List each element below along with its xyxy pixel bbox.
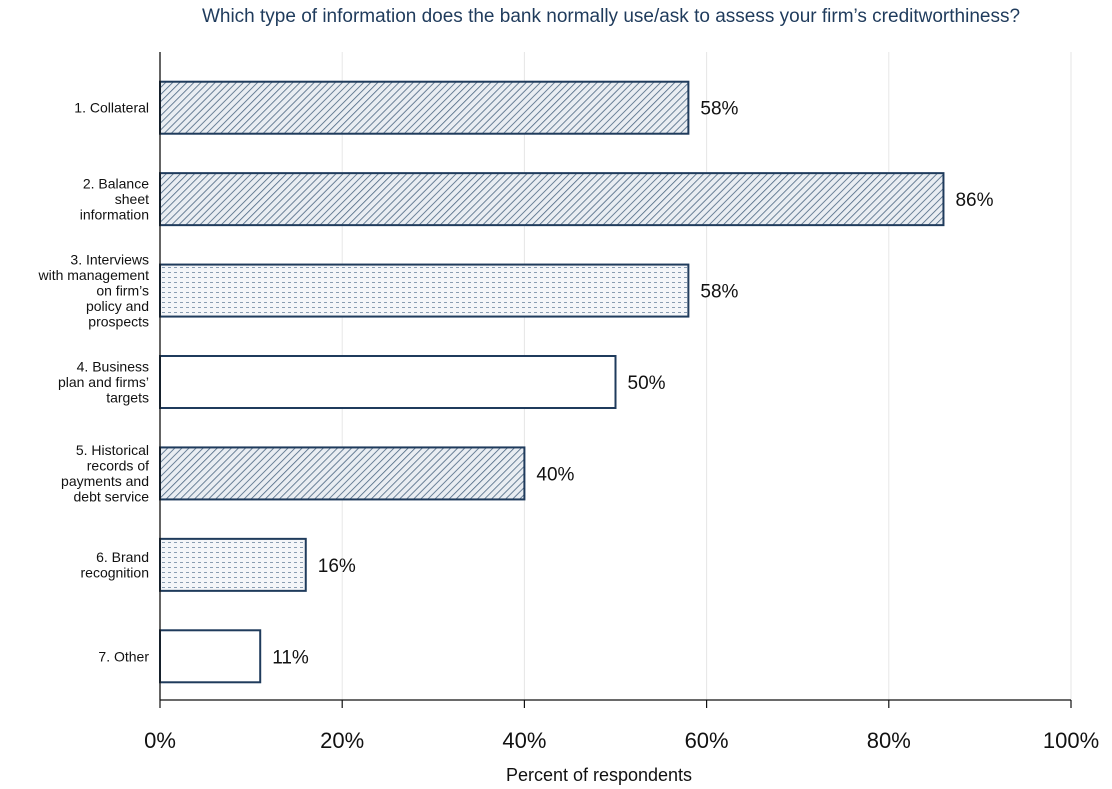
x-tick-label: 100%: [1043, 728, 1099, 753]
value-label: 58%: [700, 282, 738, 303]
labels: 0% 20% 40% 60% 80% 100% 58% 1. Collateral 86% 2. …: [37, 99, 1099, 753]
category-label: 6. Brand recognition: [81, 549, 150, 581]
category-label: 7. Other: [98, 648, 149, 664]
bar: [159, 446, 526, 501]
value-label: 11%: [272, 647, 309, 668]
category-label: 2. Balance sheet information: [80, 176, 149, 223]
bar: [159, 172, 945, 227]
bar: [159, 80, 690, 135]
chart-title: Which type of information does the bank …: [201, 6, 1021, 27]
category-label: 3. Interviews with management on firm’s pol…: [37, 252, 149, 330]
value-label: 40%: [536, 464, 574, 485]
bars: [159, 80, 945, 684]
x-tick-label: 60%: [685, 728, 729, 753]
x-tick-label: 0%: [144, 728, 176, 753]
value-label: 86%: [955, 190, 993, 211]
value-label: 58%: [700, 99, 738, 120]
category-label: 5. Historical records of payments and debt …: [61, 442, 149, 505]
x-tick-label: 20%: [320, 728, 364, 753]
value-label: 50%: [628, 373, 666, 394]
bar: [159, 355, 617, 409]
x-tick-label: 40%: [502, 728, 546, 753]
x-tick-label: 80%: [867, 728, 911, 753]
category-label: 4. Business plan and firms’ targets: [58, 359, 149, 406]
axes: [159, 52, 1072, 708]
bar: [159, 629, 262, 684]
bar: [159, 537, 307, 592]
x-axis-title: Percent of respondents: [506, 765, 692, 785]
bar: [159, 263, 690, 318]
category-label: 1. Collateral: [74, 100, 149, 116]
value-label: 16%: [318, 556, 356, 577]
